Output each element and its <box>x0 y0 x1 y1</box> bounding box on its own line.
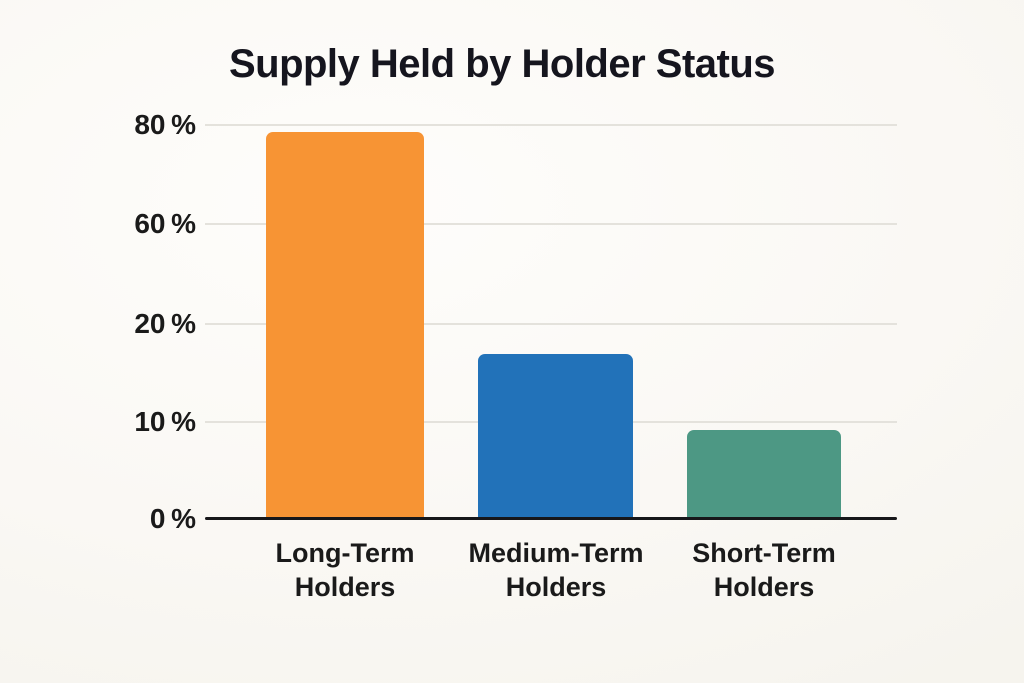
y-tick-label: 20 % <box>134 307 196 339</box>
gridline <box>205 223 897 226</box>
y-tick-label: 0 % <box>149 503 196 534</box>
x-axis-category-labels: Long-Term Holders Medium-Term Holders Shor… <box>0 536 1024 636</box>
x-category-label-medium-term-holders: Medium-Term Holders <box>468 538 644 602</box>
chart-title: Supply Held by Holder Status <box>228 42 776 86</box>
bar-long-term-holders <box>266 132 424 519</box>
gridline <box>205 322 897 325</box>
bar-medium-term-holders <box>478 354 633 519</box>
x-category-label-short-term-holders: Short-Term Holders <box>692 538 836 602</box>
y-tick-label: 60 % <box>134 208 196 240</box>
y-axis-tick-labels: 0 % 10 % 20 % 60 % 80 % <box>0 111 196 533</box>
x-category-label-long-term-holders: Long-Term Holders <box>275 538 415 602</box>
bar-short-term-holders <box>687 430 841 519</box>
gridline <box>205 124 897 126</box>
x-axis-line <box>205 517 897 520</box>
y-tick-label: 80 % <box>134 109 196 140</box>
y-tick-label: 10 % <box>134 405 196 437</box>
plot-area <box>205 124 897 520</box>
